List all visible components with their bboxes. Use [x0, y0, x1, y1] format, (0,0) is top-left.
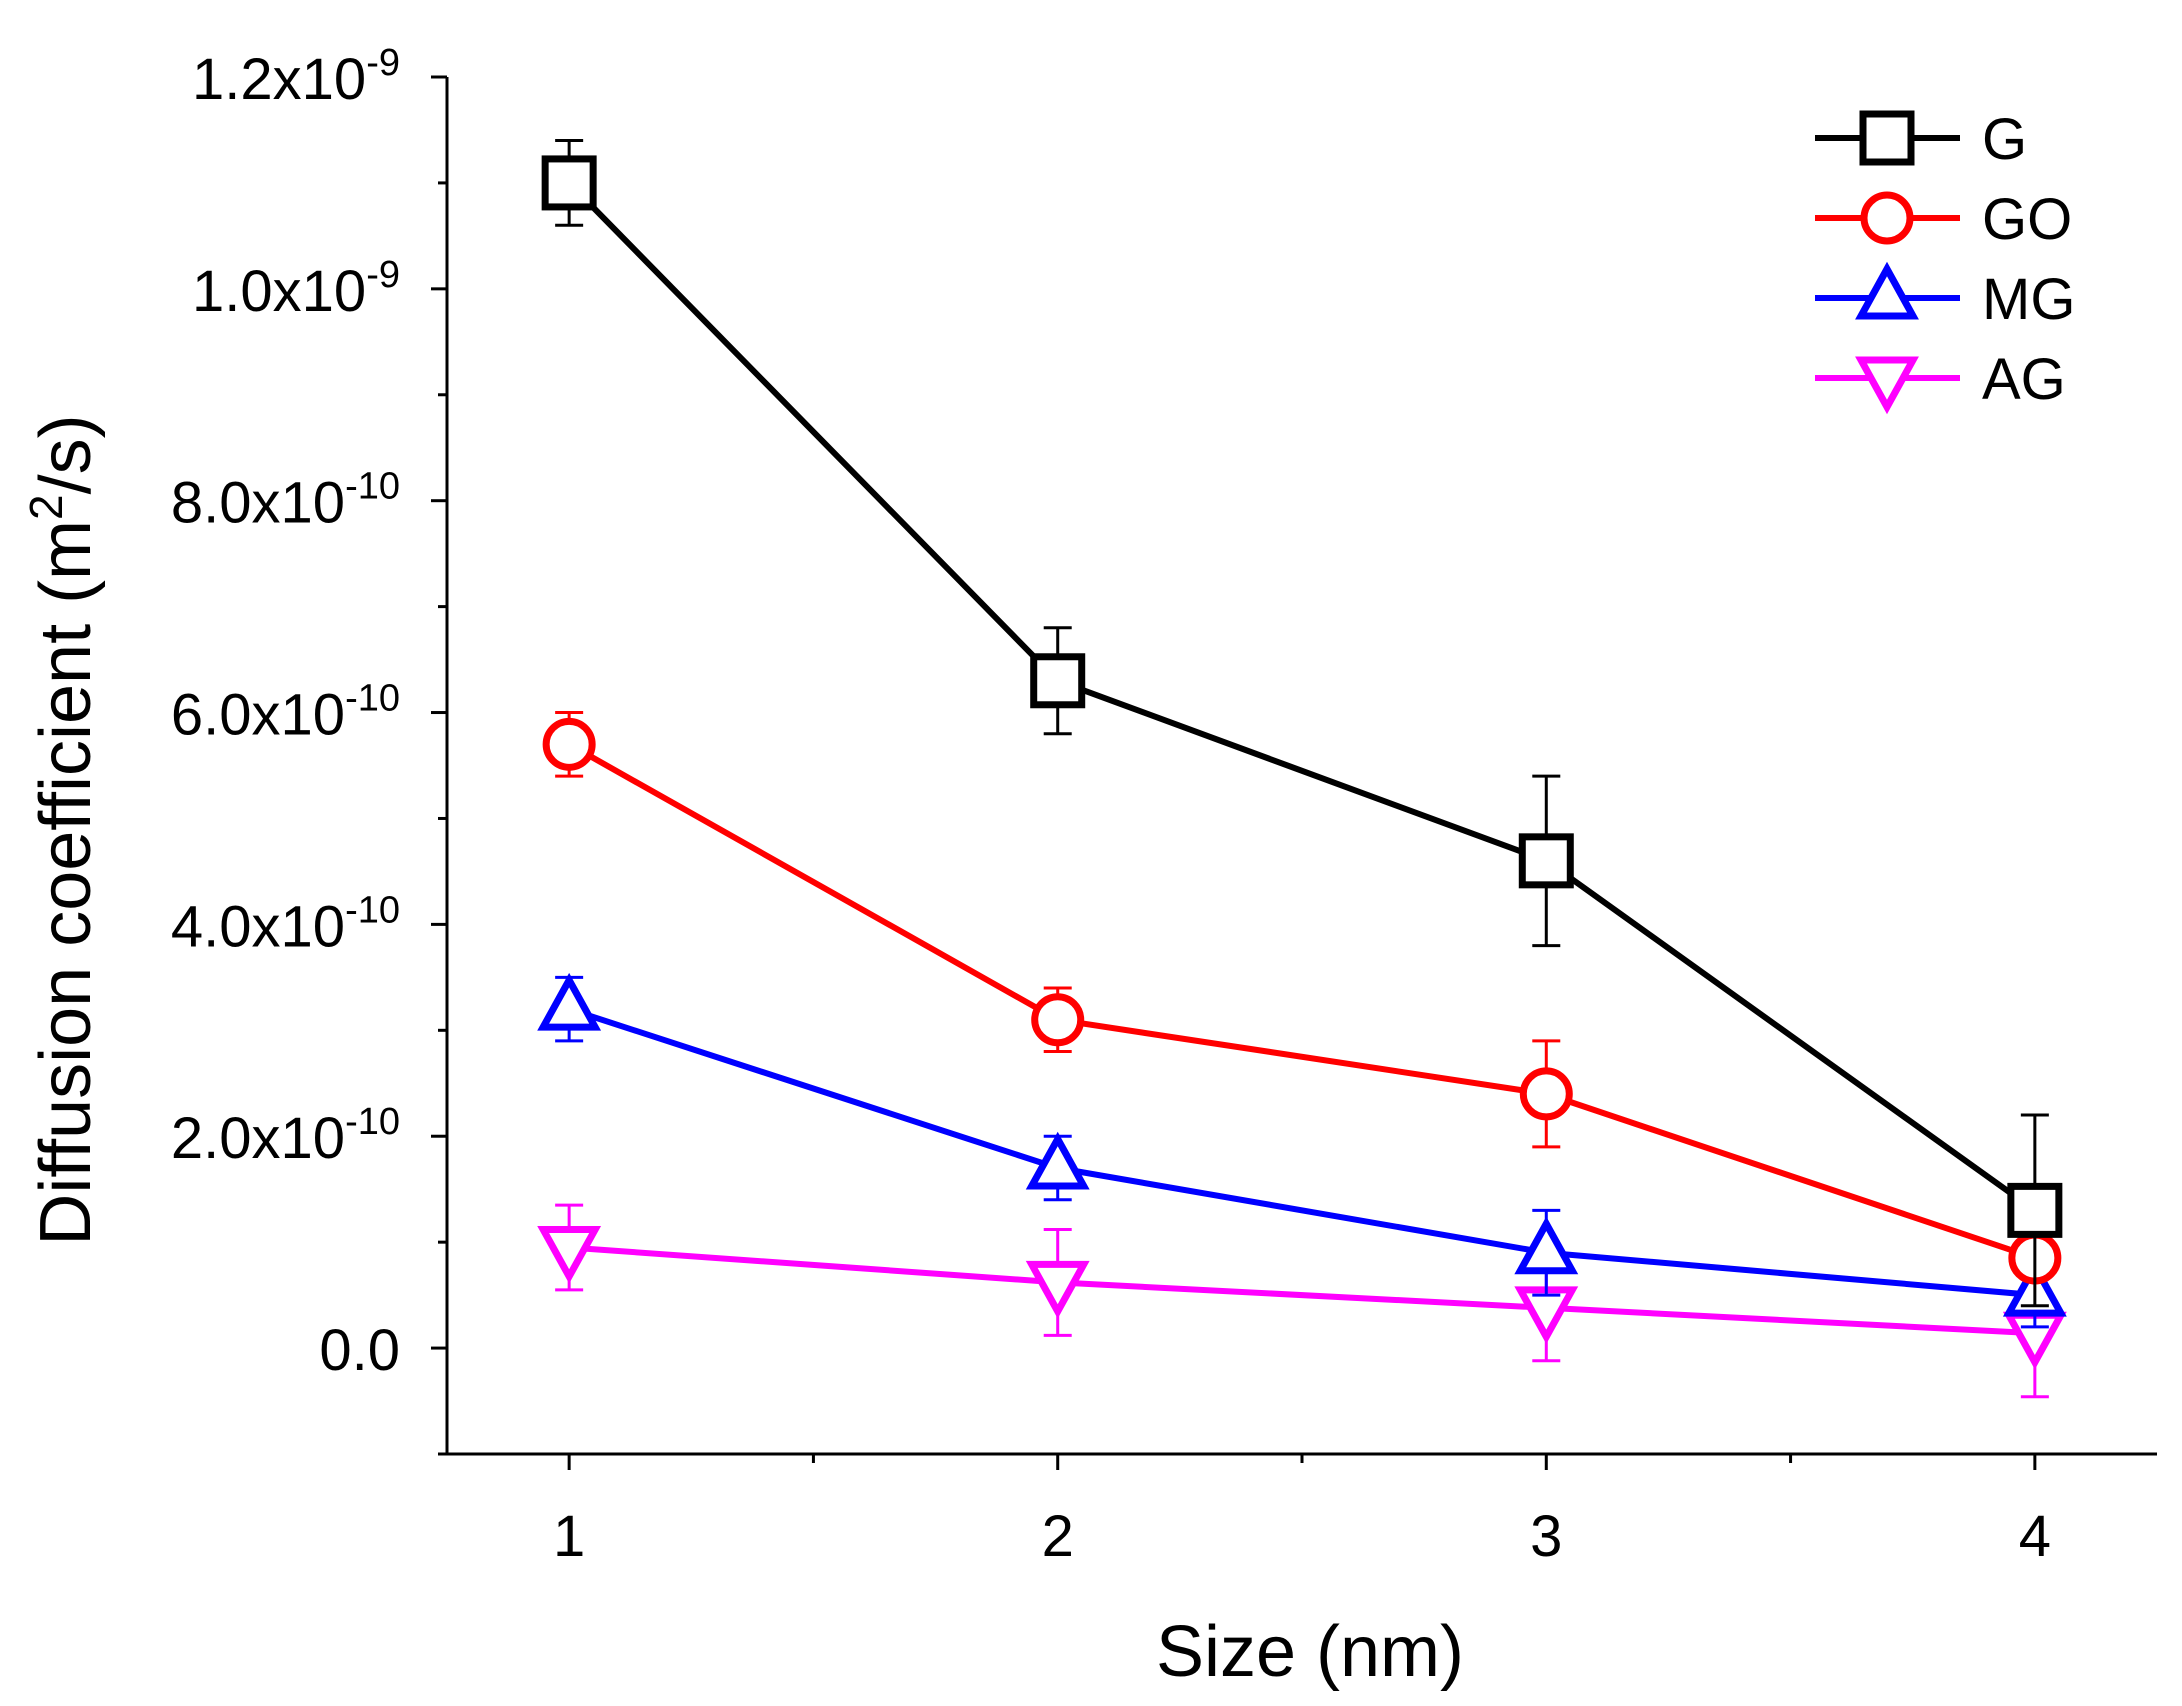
- legend-label-mg: MG: [1982, 267, 2075, 332]
- y-tick-label: 4.0x10-10: [171, 889, 400, 959]
- legend-label-g: G: [1982, 107, 2027, 172]
- y-tick-label-mantissa: 4.0x10: [171, 894, 345, 959]
- legend-label-go: GO: [1982, 187, 2072, 252]
- data-point-go: [1519, 1067, 1573, 1121]
- y-tick-label: 8.0x10-10: [171, 466, 400, 536]
- x-tick-label: 2: [1042, 1504, 1074, 1569]
- axes: 0.02.0x10-104.0x10-106.0x10-108.0x10-101…: [171, 42, 2157, 1569]
- y-tick-label-exponent: -10: [345, 1101, 400, 1143]
- data-point-mg: [537, 972, 602, 1031]
- data-point-go: [1031, 993, 1085, 1047]
- y-tick-label: 0.0: [319, 1318, 400, 1383]
- legend: G GO MG AG: [1815, 107, 2075, 415]
- y-axis-label: Diffusion coefficient (m2/s): [20, 414, 106, 1245]
- legend-item-g: G: [1815, 107, 2027, 172]
- y-tick-label-mantissa: 0.0: [319, 1318, 400, 1383]
- data-point-go: [542, 717, 596, 771]
- series-mg: [537, 972, 2067, 1329]
- data-point-g: [1030, 653, 1086, 709]
- series-ag: [537, 1203, 2067, 1399]
- y-tick-label-exponent: -10: [345, 678, 400, 720]
- y-tick-label-mantissa: 2.0x10: [171, 1106, 345, 1171]
- x-tick-label: 4: [2019, 1504, 2051, 1569]
- legend-label-ag: AG: [1982, 347, 2066, 412]
- y-axis-label-suffix: /s): [26, 414, 106, 494]
- legend-marker-mg: [1855, 261, 1919, 320]
- legend-item-ag: AG: [1815, 347, 2066, 415]
- y-tick-label: 2.0x10-10: [171, 1101, 400, 1171]
- y-tick-label-mantissa: 6.0x10: [171, 683, 345, 748]
- legend-marker-g: [1859, 110, 1915, 166]
- y-tick-label-exponent: -9: [366, 254, 400, 296]
- series-g: [541, 139, 2063, 1308]
- y-tick-label-mantissa: 8.0x10: [171, 471, 345, 536]
- y-tick-label: 1.0x10-9: [192, 254, 400, 324]
- y-tick-label-mantissa: 1.2x10: [192, 47, 366, 112]
- data-point-g: [1518, 833, 1574, 889]
- data-point-mg: [1514, 1216, 1579, 1275]
- series-line-go: [567, 741, 2036, 1261]
- x-tick-label: 1: [553, 1504, 585, 1569]
- y-axis-label-superscript: 2: [20, 494, 72, 520]
- y-axis-label-prefix: Diffusion coefficient (m: [26, 520, 106, 1246]
- plot-marks: [537, 139, 2067, 1399]
- legend-item-mg: MG: [1815, 261, 2075, 332]
- y-tick-label-mantissa: 1.0x10: [192, 259, 366, 324]
- y-tick-label-exponent: -10: [345, 466, 400, 508]
- data-point-g: [541, 155, 597, 211]
- legend-marker-go: [1860, 191, 1914, 245]
- legend-item-go: GO: [1815, 187, 2072, 252]
- x-tick-label: 3: [1530, 1504, 1562, 1569]
- series-line-mg: [568, 1006, 2036, 1299]
- data-point-ag: [1025, 1260, 1090, 1319]
- y-tick-label-exponent: -10: [345, 889, 400, 931]
- y-tick-label-exponent: -9: [366, 42, 400, 84]
- data-point-mg: [1025, 1131, 1090, 1190]
- x-axis-label: Size (nm): [1156, 1612, 1464, 1692]
- data-point-g: [2007, 1182, 2063, 1238]
- data-point-ag: [537, 1225, 602, 1284]
- y-tick-label: 1.2x10-9: [192, 42, 400, 112]
- series-line-ag: [568, 1244, 2036, 1337]
- y-tick-label: 6.0x10-10: [171, 678, 400, 748]
- legend-marker-ag: [1855, 356, 1919, 415]
- series-line-g: [566, 180, 2037, 1213]
